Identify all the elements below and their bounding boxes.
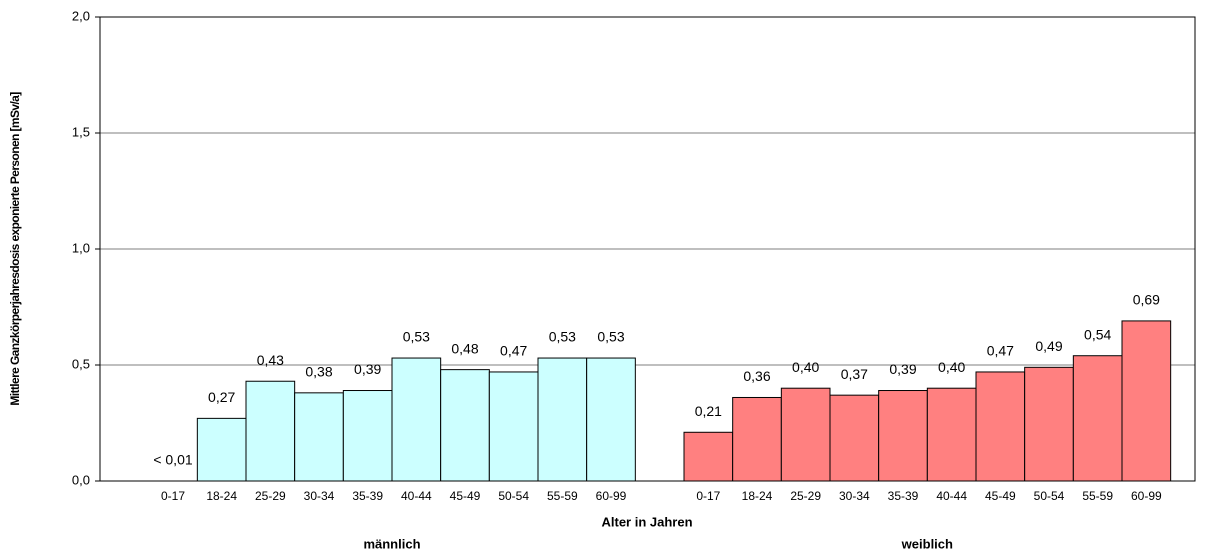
group-label: weiblich <box>901 536 953 551</box>
bar <box>586 357 636 482</box>
x-tick-label: 0-17 <box>696 489 720 503</box>
bar <box>294 392 344 482</box>
value-label: 0,49 <box>1035 338 1062 354</box>
x-tick-label: 60-99 <box>596 489 627 503</box>
y-tick-label: 1,5 <box>72 124 90 139</box>
bar <box>391 357 442 482</box>
value-label: 0,53 <box>597 329 624 345</box>
x-axis-title: Alter in Jahren <box>601 514 692 529</box>
bar <box>440 369 490 482</box>
y-axis-title: Mittlere Ganzkörperjahresdosis exponiert… <box>8 92 22 406</box>
y-tick-label: 1,0 <box>72 240 90 255</box>
x-tick-label: 0-17 <box>161 489 185 503</box>
x-tick-label: 55-59 <box>547 489 578 503</box>
x-tick-label: 35-39 <box>352 489 383 503</box>
value-label: 0,53 <box>549 329 576 345</box>
y-tick-label: 0,0 <box>72 472 90 487</box>
x-tick-label: 30-34 <box>839 489 870 503</box>
x-tick-label: 45-49 <box>985 489 1016 503</box>
value-label: 0,54 <box>1084 326 1111 342</box>
value-label: < 0,01 <box>153 452 193 468</box>
group-label: männlich <box>363 536 420 551</box>
x-tick-label: 25-29 <box>790 489 821 503</box>
value-label: 0,43 <box>257 352 284 368</box>
x-tick-label: 35-39 <box>888 489 919 503</box>
bar <box>488 371 539 482</box>
x-tick-label: 18-24 <box>742 489 773 503</box>
x-tick-label: 60-99 <box>1131 489 1162 503</box>
bar <box>245 380 296 482</box>
plot-border <box>99 16 1196 482</box>
bar <box>537 357 588 482</box>
bar <box>829 394 880 482</box>
value-label: 0,21 <box>695 403 722 419</box>
value-label: 0,69 <box>1133 292 1160 308</box>
bar <box>683 431 734 482</box>
x-tick-label: 50-54 <box>498 489 529 503</box>
value-label: 0,53 <box>403 329 430 345</box>
value-label: 0,40 <box>792 359 819 375</box>
x-tick-label: 45-49 <box>450 489 481 503</box>
bar <box>975 371 1026 482</box>
bar <box>196 417 247 482</box>
bar <box>732 396 782 482</box>
value-label: 0,37 <box>841 366 868 382</box>
value-label: 0,39 <box>889 361 916 377</box>
value-label: 0,38 <box>305 364 332 380</box>
x-tick-label: 55-59 <box>1082 489 1113 503</box>
value-label: 0,47 <box>987 343 1014 359</box>
x-tick-label: 40-44 <box>401 489 432 503</box>
value-label: 0,27 <box>208 389 235 405</box>
value-label: 0,48 <box>451 340 478 356</box>
bar <box>926 387 977 482</box>
y-tick-label: 2,0 <box>72 8 90 23</box>
bar <box>878 390 928 482</box>
bar <box>1072 355 1123 482</box>
value-label: 0,40 <box>938 359 965 375</box>
value-label: 0,36 <box>743 368 770 384</box>
value-label: 0,39 <box>354 361 381 377</box>
bar <box>342 390 393 482</box>
x-tick-label: 25-29 <box>255 489 286 503</box>
bar <box>780 387 831 482</box>
bar <box>1121 320 1172 482</box>
x-tick-label: 18-24 <box>206 489 237 503</box>
x-tick-label: 30-34 <box>304 489 335 503</box>
x-tick-label: 40-44 <box>936 489 967 503</box>
y-tick-label: 0,5 <box>72 356 90 371</box>
x-tick-label: 50-54 <box>1034 489 1065 503</box>
bar <box>1024 366 1074 482</box>
value-label: 0,47 <box>500 343 527 359</box>
